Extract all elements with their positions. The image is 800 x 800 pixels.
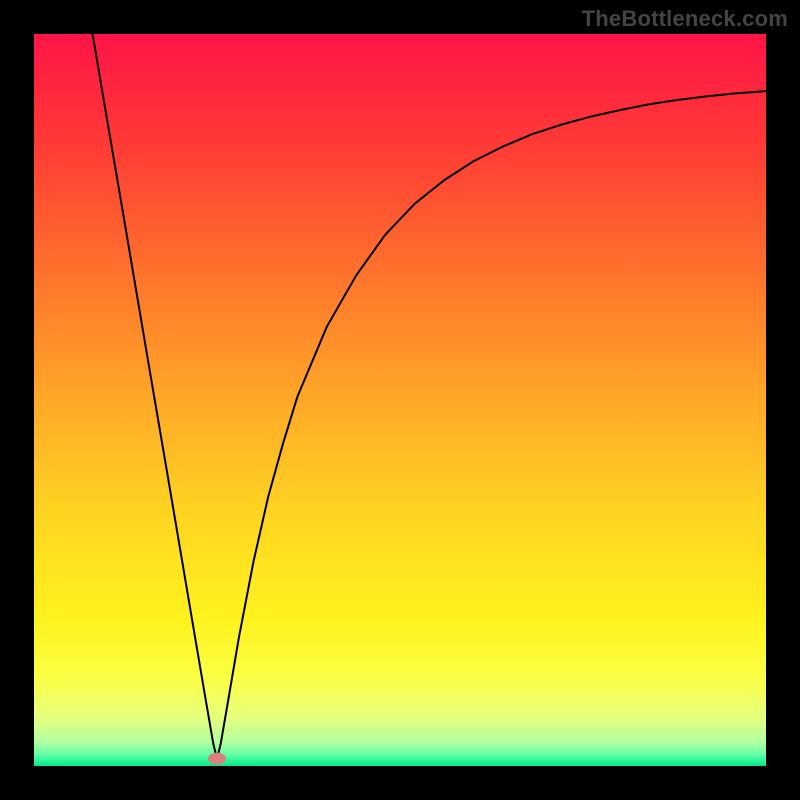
gradient-background xyxy=(34,34,766,766)
plot-svg xyxy=(34,34,766,766)
plot-area xyxy=(34,34,766,766)
chart-container: TheBottleneck.com xyxy=(0,0,800,800)
watermark-text: TheBottleneck.com xyxy=(582,6,788,32)
minimum-marker xyxy=(208,753,226,765)
